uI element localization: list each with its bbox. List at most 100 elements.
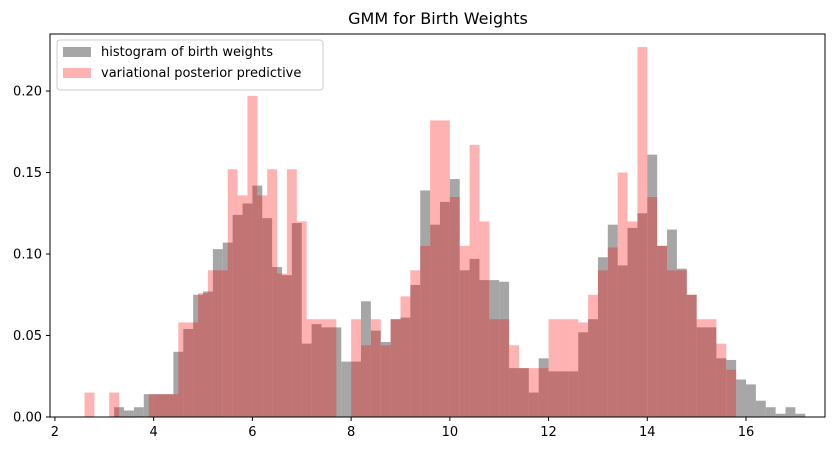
histogram-bar-29 bbox=[400, 317, 411, 417]
posterior-bar-14 bbox=[267, 169, 278, 417]
x-tick-label-12: 12 bbox=[540, 425, 557, 440]
histogram-bar-28 bbox=[390, 319, 401, 417]
posterior-bar-35 bbox=[489, 319, 500, 417]
histogram-bar-48 bbox=[588, 319, 598, 417]
legend: histogram of birth weights variational p… bbox=[56, 39, 324, 91]
posterior-bar-2 bbox=[148, 394, 159, 417]
histogram-bar-21 bbox=[321, 327, 332, 417]
histogram-bar-44 bbox=[548, 371, 559, 417]
y-tick-label-1: 0.05 bbox=[13, 329, 42, 344]
histogram-bar-54 bbox=[647, 154, 658, 417]
histogram-bar-49 bbox=[597, 257, 608, 417]
posterior-bar-56 bbox=[696, 319, 707, 417]
histogram-bar-22 bbox=[331, 327, 342, 417]
posterior-bar-12 bbox=[247, 95, 258, 417]
posterior-bar-57 bbox=[706, 319, 717, 417]
histogram-bar-30 bbox=[410, 284, 421, 417]
histogram-bar-31 bbox=[420, 190, 431, 417]
posterior-bar-27 bbox=[410, 270, 421, 417]
x-tick-label-8: 8 bbox=[347, 425, 355, 440]
histogram-bar-26 bbox=[370, 330, 381, 417]
posterior-bar-6 bbox=[188, 322, 199, 417]
histogram-bar-68 bbox=[785, 407, 796, 417]
posterior-bar-52 bbox=[657, 245, 668, 417]
histogram-bar-12 bbox=[232, 214, 243, 417]
posterior-bar-21 bbox=[351, 319, 361, 417]
posterior-bar-36 bbox=[499, 319, 510, 417]
histogram-bar-9 bbox=[203, 291, 213, 417]
histogram-bar-3 bbox=[143, 394, 154, 417]
posterior-bar-17 bbox=[296, 221, 307, 417]
histogram-bar-32 bbox=[430, 224, 440, 417]
x-axis-ticks: 2 4 6 8 10 12 14 16 bbox=[51, 417, 754, 440]
histogram-bar-40 bbox=[509, 368, 519, 417]
histogram-bar-7 bbox=[183, 328, 194, 417]
histogram-bar-51 bbox=[617, 265, 628, 417]
posterior-bar-58 bbox=[716, 343, 727, 417]
posterior-bar-31 bbox=[449, 196, 460, 417]
histogram-bar-64 bbox=[746, 384, 756, 417]
posterior-bar-13 bbox=[257, 195, 268, 417]
histogram-bar-61 bbox=[716, 358, 727, 417]
histogram-bar-53 bbox=[637, 213, 648, 417]
posterior-bar-43 bbox=[568, 319, 579, 417]
legend-box bbox=[56, 39, 324, 91]
histogram-bar-8 bbox=[193, 294, 204, 417]
posterior-bar-4 bbox=[168, 394, 179, 417]
histogram-bar-69 bbox=[795, 413, 806, 417]
histogram-bar-37 bbox=[479, 280, 490, 417]
histogram-bar-11 bbox=[222, 242, 233, 417]
legend-label-posterior: variational posterior predictive bbox=[101, 66, 301, 81]
legend-swatch-histogram bbox=[63, 47, 91, 57]
posterior-bar-40 bbox=[538, 368, 549, 417]
chart-title: GMM for Birth Weights bbox=[348, 9, 528, 28]
histogram-bar-58 bbox=[686, 294, 697, 417]
histogram-bar-20 bbox=[311, 324, 322, 417]
histogram-bar-46 bbox=[568, 371, 579, 417]
x-tick-label-16: 16 bbox=[738, 425, 755, 440]
posterior-bar-26 bbox=[400, 296, 411, 417]
plot-frame bbox=[49, 33, 826, 418]
histogram-bar-18 bbox=[291, 223, 302, 417]
histogram-bar-59 bbox=[696, 327, 707, 417]
histogram-bar-4 bbox=[153, 394, 164, 417]
y-tick-label-3: 0.15 bbox=[13, 166, 42, 181]
x-tick-label-2: 2 bbox=[51, 425, 59, 440]
histogram-bar-41 bbox=[518, 368, 529, 417]
posterior-bar-55 bbox=[686, 294, 697, 417]
posterior-bar-1 bbox=[109, 392, 120, 417]
posterior-bar-8 bbox=[207, 270, 218, 417]
posterior-bar-18 bbox=[306, 319, 317, 417]
histogram-bar-38 bbox=[489, 280, 500, 417]
histogram-bar-39 bbox=[499, 281, 510, 417]
posterior-bar-15 bbox=[277, 273, 287, 417]
posterior-bar-5 bbox=[178, 322, 189, 417]
histogram-bar-15 bbox=[262, 218, 273, 417]
legend-label-histogram: histogram of birth weights bbox=[101, 45, 273, 60]
y-axis-ticks: 0.00 0.05 0.10 0.15 0.20 bbox=[13, 85, 50, 426]
histogram-bar-47 bbox=[578, 332, 589, 417]
posterior-bar-11 bbox=[237, 195, 248, 417]
posterior-bar-7 bbox=[198, 293, 208, 417]
histogram-bar-16 bbox=[272, 267, 283, 417]
histogram-bar-36 bbox=[469, 258, 480, 417]
x-tick-label-14: 14 bbox=[639, 425, 656, 440]
histogram-bar-50 bbox=[607, 224, 618, 417]
histogram-bar-0 bbox=[114, 407, 125, 417]
posterior-bar-20 bbox=[326, 319, 337, 417]
posterior-bar-24 bbox=[380, 345, 391, 417]
histogram-bar-14 bbox=[252, 185, 263, 417]
legend-swatch-posterior bbox=[63, 68, 91, 78]
histogram-bar-1 bbox=[124, 410, 134, 417]
posterior-bar-53 bbox=[667, 270, 677, 417]
posterior-bar-47 bbox=[607, 247, 618, 417]
histogram-bar-34 bbox=[449, 179, 460, 417]
histogram-bar-10 bbox=[212, 249, 223, 417]
histogram-bar-55 bbox=[657, 245, 668, 417]
histogram-bar-17 bbox=[282, 275, 292, 417]
histogram-bar-33 bbox=[439, 201, 450, 417]
posterior-bar-37 bbox=[509, 345, 519, 417]
histogram-bar-42 bbox=[528, 392, 539, 417]
histogram-bar-25 bbox=[360, 301, 371, 417]
